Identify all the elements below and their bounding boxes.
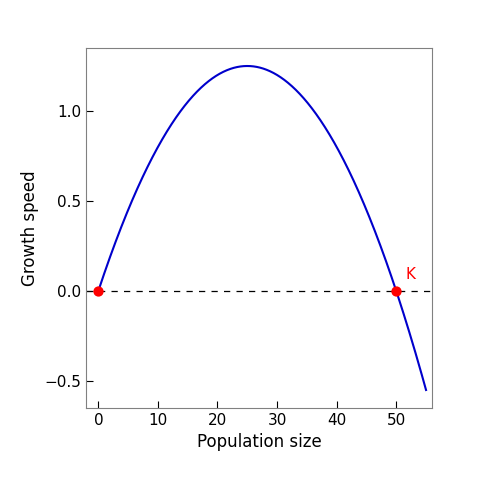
Point: [95, 287, 102, 295]
Text: K: K: [405, 267, 415, 282]
Point: [393, 287, 400, 295]
Y-axis label: Growth speed: Growth speed: [21, 170, 39, 286]
X-axis label: Population size: Population size: [197, 433, 322, 451]
